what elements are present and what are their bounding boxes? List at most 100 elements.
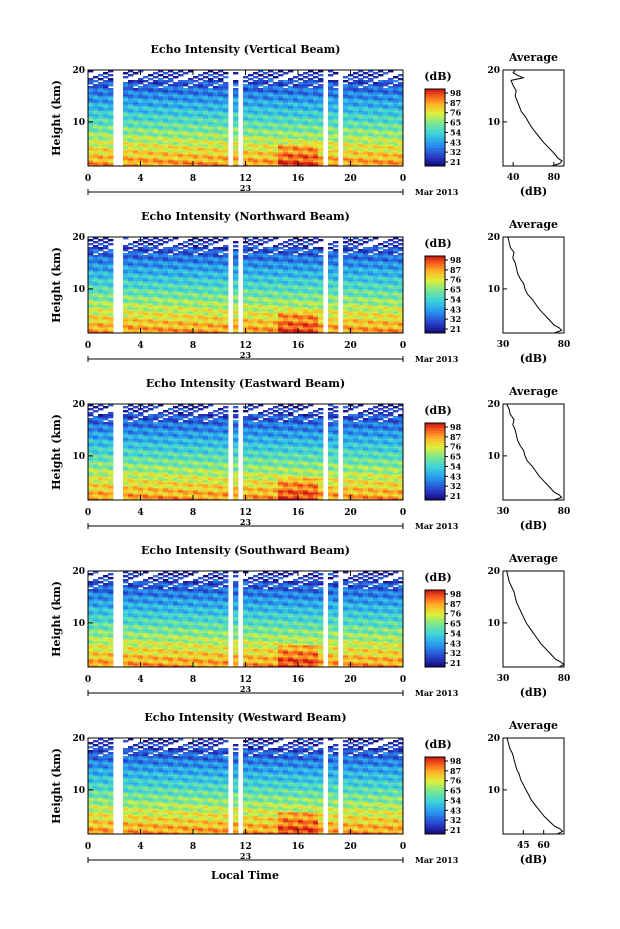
heatmap-cell	[183, 116, 189, 119]
heatmap-cell	[173, 146, 179, 149]
heatmap-cell	[278, 98, 284, 101]
heatmap-cell	[163, 279, 169, 282]
heatmap-cell	[158, 138, 164, 141]
heatmap-cell	[248, 126, 254, 129]
colorbar-swatch	[425, 163, 445, 167]
heatmap-cell	[143, 106, 149, 109]
heatmap-cell	[198, 317, 204, 320]
heatmap-cell	[383, 299, 389, 302]
heatmap-cell	[218, 106, 224, 109]
heatmap-cell	[283, 289, 289, 292]
heatmap-cell	[98, 259, 104, 262]
colorbar-swatch	[425, 153, 445, 157]
heatmap-cell	[168, 106, 174, 109]
heatmap-cell	[328, 277, 334, 280]
heatmap-cell	[333, 90, 339, 93]
heatmap-cell	[343, 76, 349, 79]
heatmap-cell	[88, 118, 94, 121]
heatmap-cell	[153, 86, 159, 89]
heatmap-cell	[128, 92, 134, 95]
heatmap-cell	[383, 106, 389, 109]
heatmap-cell	[213, 100, 219, 103]
heatmap-cell	[288, 271, 294, 274]
heatmap-cell	[268, 136, 274, 139]
heatmap-cell	[153, 158, 159, 161]
heatmap-cell	[223, 102, 229, 105]
heatmap-cell	[188, 96, 194, 99]
heatmap-cell	[303, 263, 309, 266]
heatmap-cell	[138, 277, 144, 280]
heatmap-cell	[263, 273, 269, 276]
heatmap-cell	[328, 70, 334, 73]
heatmap-cell	[308, 160, 314, 163]
heatmap-cell	[88, 329, 94, 332]
heatmap-cell	[188, 253, 194, 256]
heatmap-cell	[358, 257, 364, 260]
heatmap-cell	[198, 120, 204, 123]
heatmap-cell	[313, 277, 319, 280]
heatmap-cell	[148, 293, 154, 296]
heatmap-cell	[203, 247, 209, 250]
heatmap-cell	[128, 114, 134, 117]
heatmap-cell	[353, 94, 359, 97]
heatmap-cell	[343, 122, 349, 125]
heatmap-cell	[268, 94, 274, 97]
heatmap-cell	[103, 305, 109, 308]
heatmap-cell	[373, 317, 379, 320]
heatmap-cell	[108, 301, 114, 304]
heatmap-cell	[248, 311, 254, 314]
heatmap-cell	[303, 245, 309, 248]
heatmap-cell	[173, 138, 179, 141]
colorbar-tick-label: 76	[450, 108, 462, 118]
heatmap-cell	[108, 277, 114, 280]
heatmap-cell	[278, 313, 284, 316]
heatmap-cell	[243, 319, 249, 322]
heatmap-cell	[303, 136, 309, 139]
heatmap-cell	[128, 295, 134, 298]
heatmap-cell	[158, 323, 164, 326]
heatmap-cell	[258, 114, 264, 117]
heatmap-cell	[313, 259, 319, 262]
heatmap-cell	[178, 325, 184, 328]
heatmap-cell	[178, 98, 184, 101]
heatmap-cell	[148, 321, 154, 324]
heatmap-cell	[248, 275, 254, 278]
heatmap-cell	[103, 285, 109, 288]
heatmap-cell	[123, 130, 129, 133]
heatmap-cell	[368, 261, 374, 264]
heatmap-cell	[348, 158, 354, 161]
heatmap-cell	[218, 319, 224, 322]
heatmap-cell	[198, 305, 204, 308]
heatmap-cell	[368, 269, 374, 272]
heatmap-cell	[128, 140, 134, 143]
heatmap-cell	[178, 263, 184, 266]
heatmap-cell	[388, 126, 394, 129]
heatmap-cell	[358, 307, 364, 310]
colorbar-swatch	[425, 148, 445, 152]
heatmap-cell	[378, 329, 384, 332]
heatmap-cell	[193, 116, 199, 119]
heatmap-cell	[163, 291, 169, 294]
heatmap-cell	[253, 273, 259, 276]
heatmap-cell	[368, 277, 374, 280]
heatmap-cell	[328, 110, 334, 113]
heatmap-cell	[188, 315, 194, 318]
heatmap-cell	[158, 265, 164, 268]
heatmap-cell	[198, 164, 204, 167]
heatmap-cell	[333, 277, 339, 280]
heatmap-cell	[263, 88, 269, 91]
heatmap-cell	[343, 134, 349, 137]
heatmap-cell	[303, 94, 309, 97]
heatmap-cell	[293, 136, 299, 139]
heatmap-cell	[103, 321, 109, 324]
heatmap-cell	[393, 110, 399, 113]
heatmap-cell	[198, 128, 204, 131]
heatmap-cell	[398, 100, 404, 103]
heatmap-cell	[368, 150, 374, 153]
heatmap-cell	[218, 80, 224, 83]
heatmap-cell	[193, 251, 199, 254]
heatmap-cell	[348, 301, 354, 304]
heatmap-cell	[223, 128, 229, 131]
heatmap-cell	[193, 134, 199, 137]
heatmap-cell	[203, 106, 209, 109]
